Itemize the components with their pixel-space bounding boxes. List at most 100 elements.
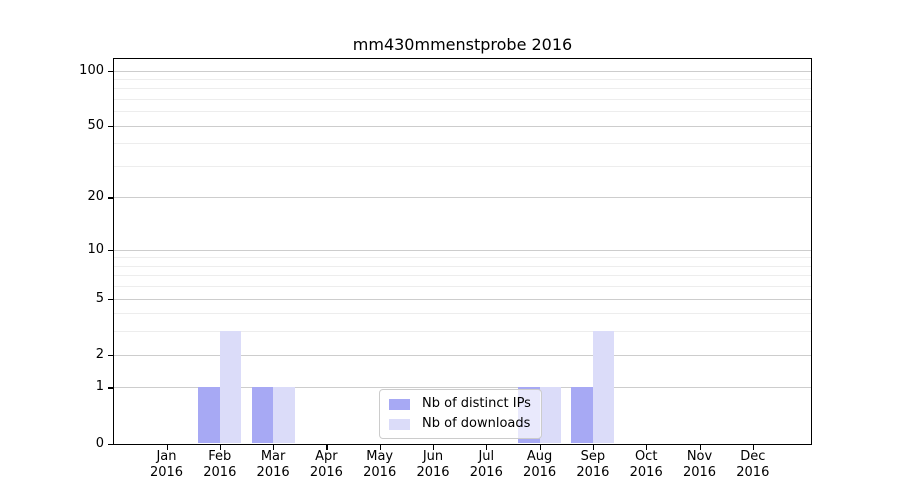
x-tick-mark-may	[379, 445, 381, 450]
x-tick-mark-aug	[539, 445, 541, 450]
x-tick-label-jan: Jan 2016	[132, 449, 202, 481]
x-tick-mark-nov	[699, 445, 701, 450]
y-tick-mark-0	[108, 443, 113, 445]
x-tick-month: May	[366, 449, 394, 464]
gridline-minor-40	[114, 143, 811, 145]
y-tick-mark-1	[108, 387, 113, 389]
x-tick-label-aug: Aug 2016	[505, 449, 575, 481]
legend: Nb of distinct IPs Nb of downloads	[379, 389, 542, 439]
legend-swatch-downloads	[389, 418, 410, 430]
gridline-major-2	[114, 354, 811, 356]
gridline-minor-7	[114, 275, 811, 277]
x-tick-year: 2016	[149, 465, 184, 480]
y-tick-label-0: 0	[95, 435, 104, 451]
x-tick-month: Sep	[580, 449, 606, 464]
x-tick-month: Jan	[156, 449, 177, 464]
x-tick-label-oct: Oct 2016	[611, 449, 681, 481]
x-tick-label-sep: Sep 2016	[558, 449, 628, 481]
y-tick-mark-100	[108, 70, 113, 72]
chart-title: mm430mmenstprobe 2016	[352, 35, 573, 54]
bar-nb-of-downloads-aug	[539, 387, 562, 444]
y-tick-mark-20	[108, 197, 113, 199]
gridline-major-50	[114, 125, 811, 127]
x-tick-month: Dec	[740, 449, 766, 464]
y-tick-label-1: 1	[95, 379, 104, 395]
x-tick-year: 2016	[736, 465, 770, 480]
gridline-minor-3	[114, 331, 811, 333]
x-tick-mark-jan	[166, 445, 168, 450]
x-tick-label-jul: Jul 2016	[451, 449, 521, 481]
bar-nb-of-downloads-sep	[592, 331, 615, 444]
x-tick-year: 2016	[203, 465, 237, 480]
gridline-major-20	[114, 197, 811, 199]
gridline-minor-70	[114, 98, 811, 100]
x-tick-month: Nov	[686, 449, 713, 464]
bar-nb-of-downloads-feb	[219, 331, 242, 444]
bar-nb-of-distinct-ips-sep	[571, 387, 593, 444]
bar-nb-of-distinct-ips-feb	[198, 387, 220, 444]
y-tick-mark-5	[108, 298, 113, 300]
x-tick-label-mar: Mar 2016	[238, 449, 308, 481]
x-tick-year: 2016	[682, 465, 717, 480]
gridline-minor-8	[114, 265, 811, 267]
x-tick-mark-mar	[273, 445, 275, 450]
y-tick-label-20: 20	[87, 189, 104, 205]
x-tick-mark-oct	[646, 445, 648, 450]
x-tick-mark-jul	[486, 445, 488, 450]
legend-label-distinct-ips: Nb of distinct IPs	[422, 396, 531, 411]
x-tick-label-nov: Nov 2016	[665, 449, 735, 481]
x-tick-mark-dec	[752, 445, 754, 450]
x-tick-year: 2016	[523, 465, 557, 480]
legend-swatch-distinct-ips	[389, 398, 410, 410]
x-tick-year: 2016	[629, 465, 663, 480]
y-tick-mark-50	[108, 125, 113, 127]
y-tick-label-50: 50	[87, 117, 104, 133]
x-tick-year: 2016	[576, 465, 610, 480]
x-tick-year: 2016	[309, 465, 343, 480]
y-tick-label-2: 2	[95, 346, 104, 362]
legend-entry-distinct-ips: Nb of distinct IPs	[389, 396, 531, 412]
x-tick-month: Oct	[634, 449, 658, 464]
x-tick-year: 2016	[363, 465, 397, 480]
x-tick-month: Mar	[260, 449, 286, 464]
y-tick-mark-10	[108, 249, 113, 251]
x-tick-label-apr: Apr 2016	[291, 449, 361, 481]
x-tick-month: Jul	[478, 449, 495, 464]
x-tick-mark-jun	[433, 445, 435, 450]
gridline-major-10	[114, 249, 811, 251]
gridline-minor-4	[114, 313, 811, 315]
x-tick-year: 2016	[416, 465, 450, 480]
bar-nb-of-downloads-mar	[273, 387, 295, 444]
legend-label-downloads: Nb of downloads	[422, 416, 531, 431]
x-tick-month: Feb	[208, 449, 232, 464]
plot-area: Nb of distinct IPs Nb of downloads	[113, 58, 812, 445]
y-tick-label-5: 5	[95, 290, 104, 306]
legend-entry-downloads: Nb of downloads	[389, 416, 531, 432]
y-tick-mark-2	[108, 354, 113, 356]
x-tick-month: Aug	[526, 449, 553, 464]
x-tick-mark-sep	[592, 445, 595, 450]
gridline-major-1	[114, 387, 811, 389]
gridline-minor-60	[114, 111, 811, 113]
x-tick-label-jun: Jun 2016	[398, 449, 468, 481]
y-tick-label-100: 100	[79, 62, 104, 78]
gridline-minor-90	[114, 78, 811, 80]
x-tick-label-dec: Dec 2016	[718, 449, 788, 481]
gridline-major-5	[114, 298, 811, 300]
bar-nb-of-distinct-ips-mar	[251, 387, 274, 444]
x-tick-month: Apr	[315, 449, 338, 464]
y-tick-label-10: 10	[87, 241, 104, 257]
gridline-minor-80	[114, 88, 811, 90]
gridline-minor-9	[114, 257, 811, 259]
x-tick-label-may: May 2016	[345, 449, 415, 481]
x-tick-month: Jun	[422, 449, 444, 464]
x-tick-year: 2016	[256, 465, 290, 480]
x-tick-mark-apr	[326, 445, 328, 450]
gridline-minor-6	[114, 286, 811, 288]
gridline-major-100	[114, 70, 811, 72]
x-tick-label-feb: Feb 2016	[185, 449, 255, 481]
x-tick-year: 2016	[469, 465, 503, 480]
gridline-minor-30	[114, 165, 811, 167]
x-tick-mark-feb	[219, 445, 221, 450]
